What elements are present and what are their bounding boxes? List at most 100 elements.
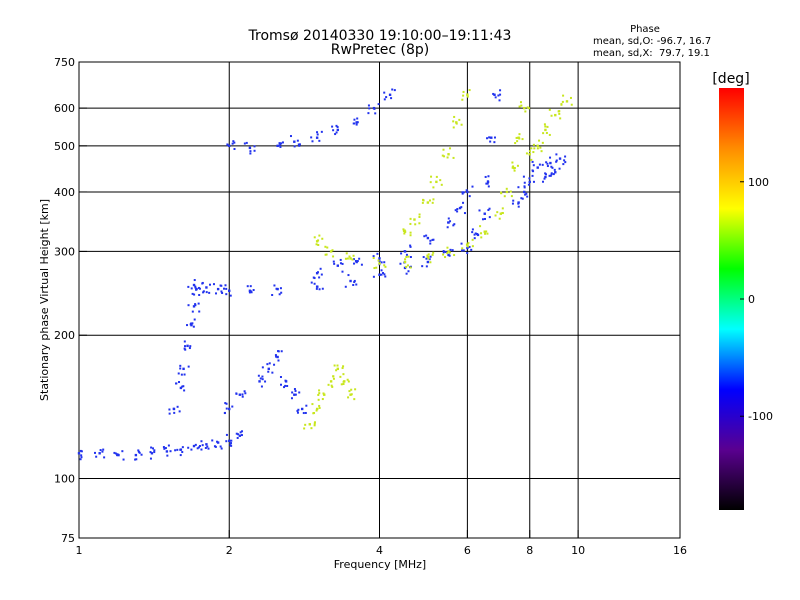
scatter-point — [383, 264, 386, 267]
scatter-point — [378, 262, 381, 265]
scatter-point — [448, 254, 451, 257]
scatter-point — [352, 258, 355, 261]
scatter-point — [462, 249, 465, 252]
scatter-point — [461, 249, 464, 252]
scatter-point — [418, 216, 421, 219]
scatter-point — [186, 324, 189, 327]
scatter-point — [284, 384, 287, 387]
scatter-point — [373, 267, 376, 270]
scatter-point — [452, 224, 455, 227]
scatter-point — [516, 140, 519, 143]
scatter-point — [253, 149, 256, 152]
scatter-point — [332, 129, 335, 132]
scatter-point — [393, 89, 396, 92]
scatter-point — [460, 242, 463, 245]
scatter-point — [257, 374, 260, 377]
scatter-point — [331, 385, 334, 388]
scatter-point — [194, 303, 197, 306]
scatter-point — [347, 396, 350, 399]
scatter-point — [279, 376, 282, 379]
scatter-point — [200, 440, 203, 443]
scatter-point — [402, 228, 405, 231]
scatter-point — [428, 258, 431, 261]
x-tick-label: 4 — [376, 544, 383, 557]
scatter-point — [313, 424, 316, 427]
scatter-point — [331, 125, 334, 128]
scatter-point — [259, 377, 262, 380]
scatter-point — [466, 95, 469, 98]
scatter-point — [492, 92, 495, 95]
scatter-point — [237, 433, 240, 436]
scatter-point — [503, 195, 506, 198]
scatter-point — [465, 243, 468, 246]
scatter-point — [208, 283, 211, 286]
scatter-point — [483, 212, 486, 215]
scatter-point — [313, 422, 316, 425]
scatter-point — [429, 242, 432, 245]
y-tick-label: 200 — [54, 329, 75, 342]
scatter-point — [514, 142, 517, 145]
colorbar-gradient — [719, 88, 744, 510]
scatter-point — [315, 287, 318, 290]
scatter-point — [470, 248, 473, 251]
scatter-point — [248, 146, 252, 150]
scatter-point — [405, 272, 408, 275]
scatter-point — [493, 141, 496, 144]
scatter-point — [474, 232, 477, 235]
scatter-point — [430, 175, 433, 178]
scatter-point — [487, 175, 490, 178]
scatter-point — [356, 121, 359, 124]
scatter-point — [316, 133, 319, 136]
scatter-point — [246, 285, 249, 288]
scatter-point — [195, 288, 198, 291]
scatter-point — [453, 115, 456, 118]
scatter-point — [184, 348, 187, 351]
scatter-point — [296, 409, 299, 412]
scatter-point — [329, 250, 333, 253]
scatter-point — [400, 252, 403, 255]
scatter-point — [418, 213, 421, 216]
scatter-point — [293, 393, 296, 396]
scatter-point — [564, 155, 567, 158]
scatter-point — [198, 294, 201, 297]
scatter-point — [377, 259, 380, 262]
scatter-point — [183, 340, 186, 343]
scatter-point — [277, 359, 280, 362]
scatter-point — [358, 257, 361, 260]
scatter-point — [225, 407, 228, 410]
scatter-point — [316, 285, 319, 288]
scatter-point — [466, 93, 469, 96]
scatter-point — [332, 377, 335, 380]
scatter-point — [548, 108, 551, 111]
scatter-point — [561, 100, 564, 103]
scatter-point — [103, 456, 106, 459]
scatter-point — [223, 287, 226, 290]
scatter-point — [225, 433, 228, 436]
scatter-point — [296, 139, 299, 142]
scatter-point — [228, 439, 231, 443]
scatter-point — [486, 180, 489, 183]
scatter-point — [442, 251, 445, 254]
scatter-point — [317, 243, 320, 246]
scatter-point — [356, 117, 359, 120]
scatter-point — [341, 367, 344, 370]
scatter-point — [409, 244, 412, 247]
scatter-point — [453, 254, 456, 257]
scatter-point — [149, 451, 152, 454]
scatter-point — [278, 144, 281, 147]
scatter-point — [216, 441, 220, 444]
scatter-point — [249, 150, 252, 153]
scatter-point — [488, 207, 491, 210]
scatter-point — [187, 365, 190, 368]
scatter-point — [221, 291, 224, 294]
scatter-point — [276, 355, 279, 359]
scatter-point — [526, 106, 529, 109]
scatter-point — [102, 448, 105, 451]
scatter-point — [122, 458, 125, 461]
scatter-point — [191, 310, 194, 313]
scatter-point — [453, 223, 456, 226]
scatter-point — [442, 148, 445, 151]
scatter-point — [512, 199, 515, 202]
scatter-point — [461, 191, 464, 194]
scatter-point — [488, 136, 491, 139]
